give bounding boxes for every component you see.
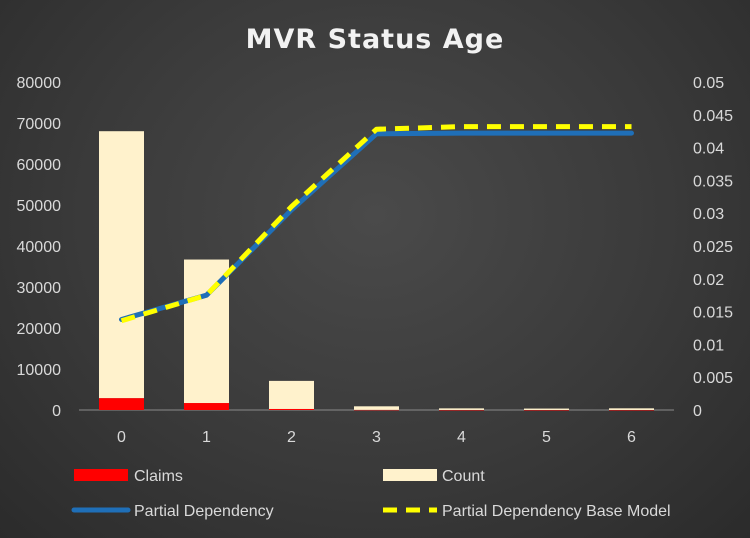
chart-title: MVR Status Age	[246, 24, 505, 55]
x-tick-label: 0	[117, 429, 126, 446]
legend-swatch-claims	[74, 469, 128, 481]
right-tick-label: 0.03	[693, 206, 724, 223]
x-tick-label: 2	[287, 429, 296, 446]
bar-count	[354, 406, 399, 410]
bar-count	[269, 380, 314, 409]
bar-claims	[524, 409, 569, 411]
lines	[119, 124, 634, 324]
x-tick-label: 3	[372, 429, 381, 446]
right-tick-label: 0.025	[693, 239, 733, 256]
right-tick-label: 0.015	[693, 305, 733, 322]
bar-claims	[609, 409, 654, 411]
x-tick-label: 1	[202, 429, 211, 446]
bar-claims	[354, 409, 399, 411]
left-tick-label: 30000	[17, 280, 62, 297]
right-tick-label: 0.04	[693, 141, 724, 158]
legend-label-partial-dependency: Partial Dependency	[134, 503, 274, 520]
left-tick-label: 50000	[17, 198, 62, 215]
bar-count	[524, 408, 569, 410]
legend-label-count: Count	[442, 468, 485, 485]
line-partial-dependency-base-model	[120, 124, 632, 324]
left-tick-label: 20000	[17, 321, 62, 338]
bars	[99, 131, 654, 411]
right-tick-label: 0.02	[693, 272, 724, 289]
right-tick-label: 0	[693, 403, 702, 420]
left-tick-label: 80000	[17, 75, 62, 92]
left-tick-label: 40000	[17, 239, 62, 256]
line-partial-dependency	[119, 130, 634, 322]
right-tick-label: 0.045	[693, 108, 733, 125]
legend-label-partial-dependency-base-model: Partial Dependency Base Model	[442, 503, 671, 520]
right-tick-label: 0.01	[693, 337, 724, 354]
x-tick-label: 4	[457, 429, 466, 446]
legend-label-claims: Claims	[134, 468, 183, 485]
x-tick-label: 5	[542, 429, 551, 446]
bar-claims	[439, 409, 484, 411]
left-tick-label: 0	[52, 403, 61, 420]
bar-count	[439, 408, 484, 410]
right-axis-ticks: 0.05 0.045 0.04 0.035 0.03 0.025 0.02 0.015 0.01…	[693, 75, 733, 420]
x-tick-label: 6	[627, 429, 636, 446]
left-tick-label: 10000	[17, 362, 62, 379]
left-tick-label: 60000	[17, 157, 62, 174]
bar-count	[609, 408, 654, 410]
legend: Claims Count Partial Dependency Partial Dep…	[71, 468, 671, 520]
right-tick-label: 0.035	[693, 173, 733, 190]
right-tick-label: 0.05	[693, 75, 724, 92]
left-axis-ticks: 80000 70000 60000 50000 40000 30000 20000 10000…	[17, 75, 62, 420]
x-axis-ticks: 0 1 2 3 4 5 6	[117, 429, 636, 446]
left-tick-label: 70000	[17, 116, 62, 133]
bar-claims	[99, 398, 144, 410]
bar-claims	[184, 403, 229, 410]
legend-swatch-count	[383, 469, 437, 481]
bar-count	[99, 131, 144, 399]
right-tick-label: 0.005	[693, 370, 733, 387]
bar-claims	[269, 408, 314, 410]
